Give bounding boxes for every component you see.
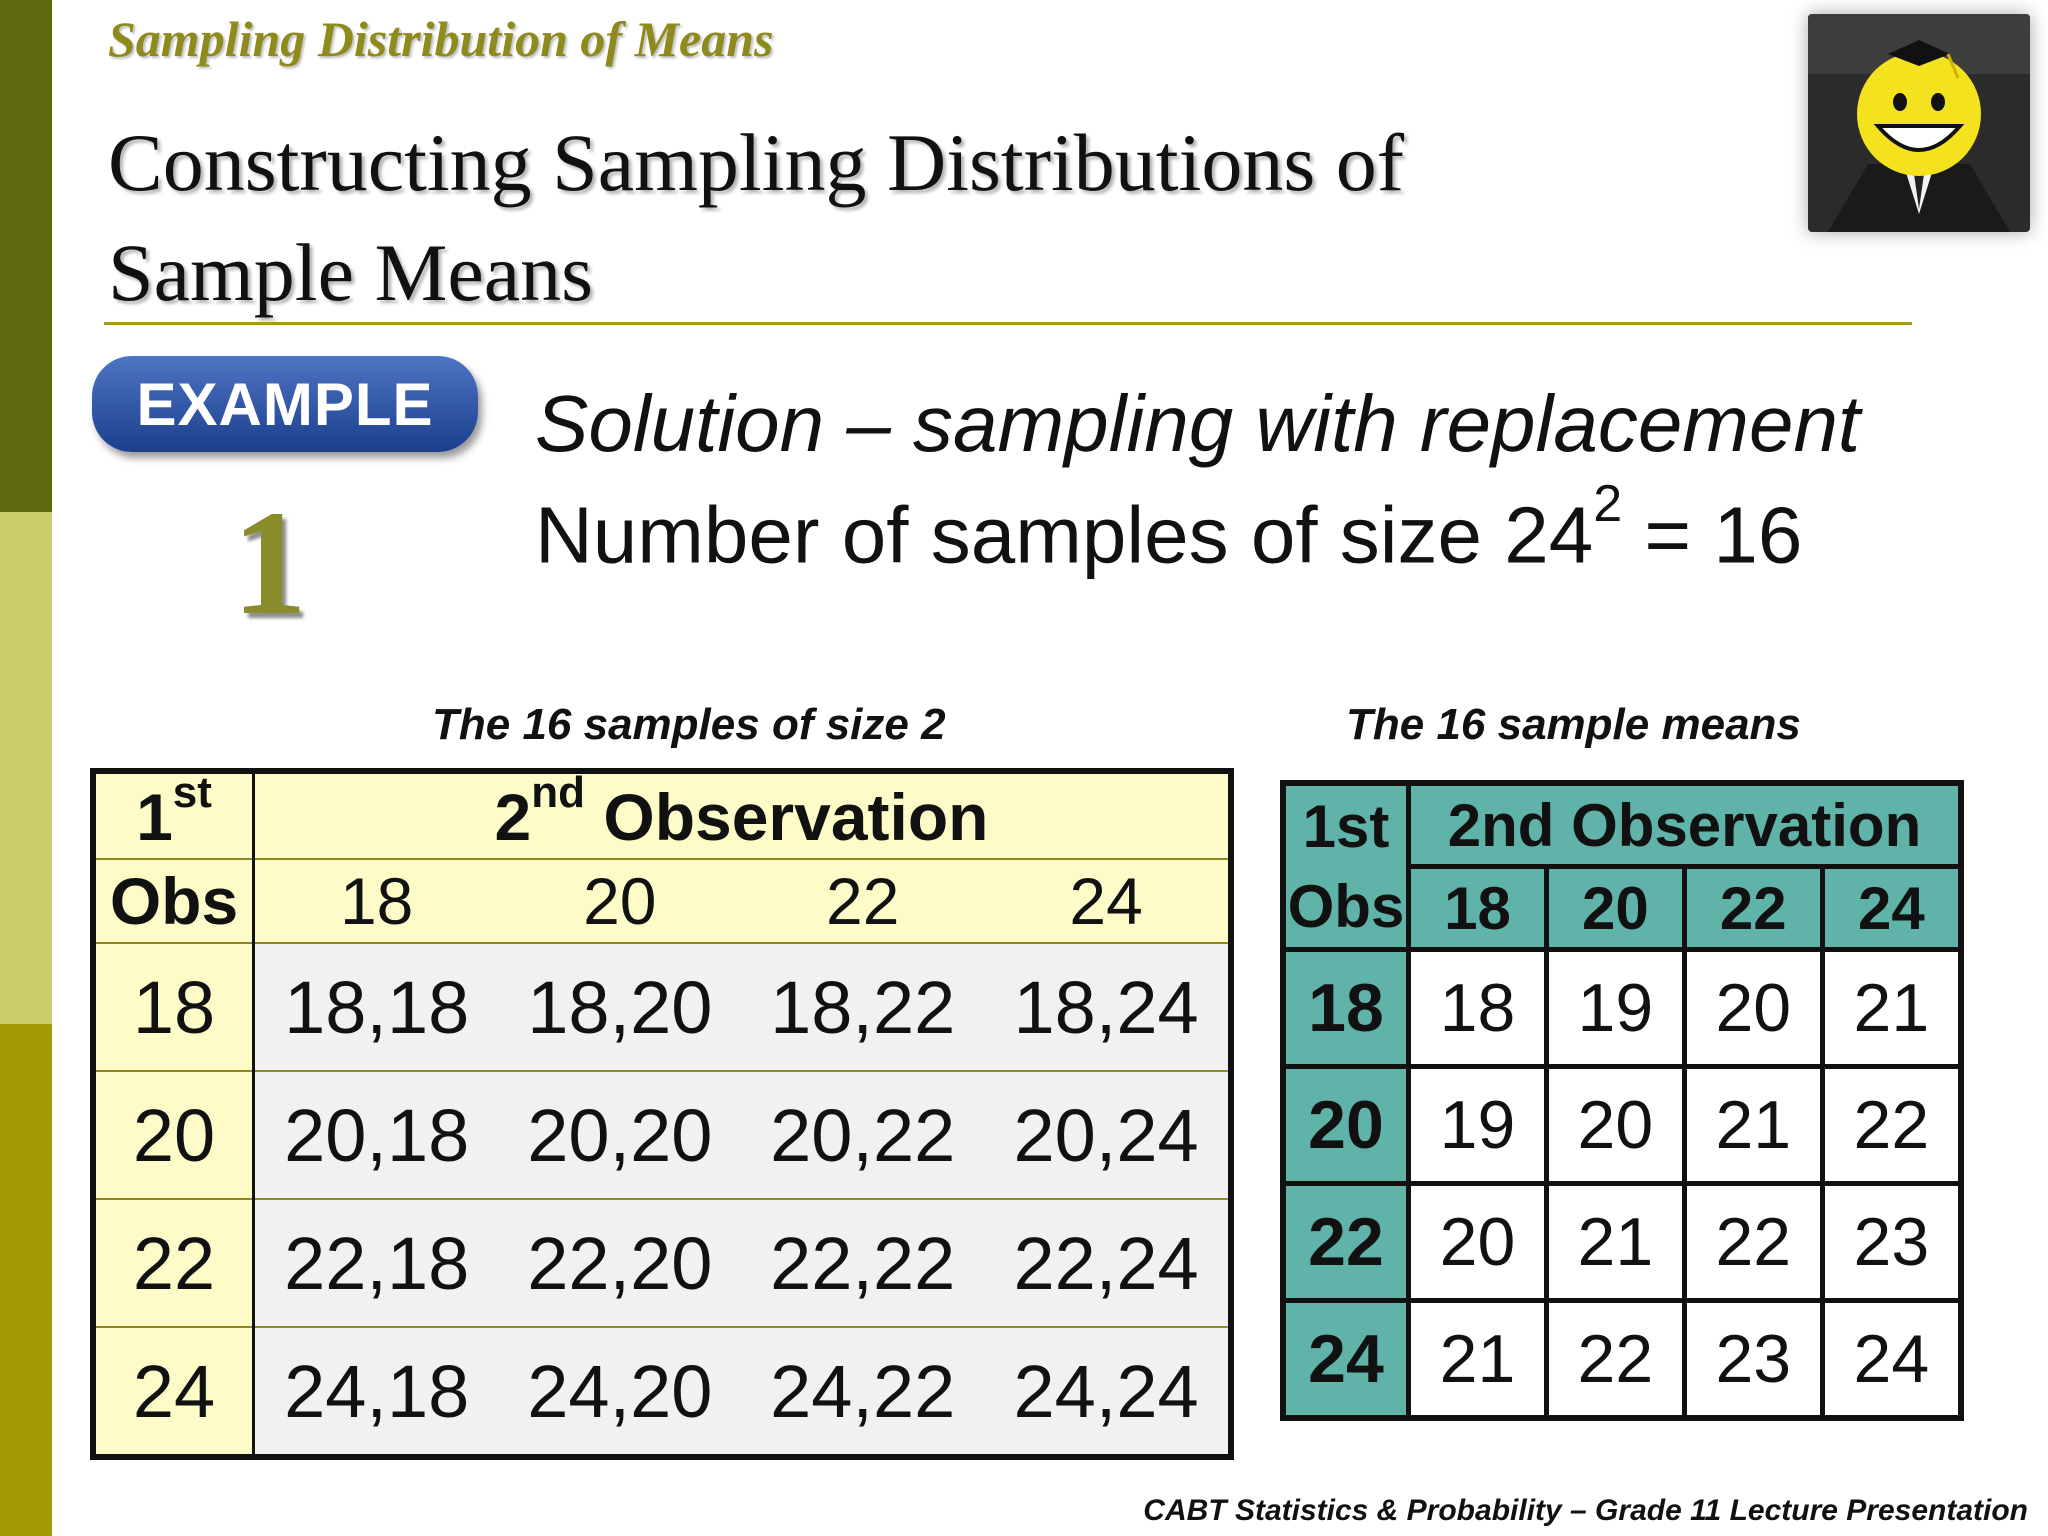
row-header: 18 [1280,947,1411,1069]
table-row: 24 24,18 24,20 24,22 24,24 [93,1326,1231,1457]
table-cell: 18 [1406,947,1549,1069]
slide-title: Constructing Sampling Distributions of S… [108,108,1608,328]
table-cell: 20,18 [253,1070,499,1199]
title-line-1: Constructing Sampling Distributions of [108,117,1405,208]
first-obs-header: 1st [1280,780,1411,867]
sample-count-line: Number of samples of size 242 = 16 [535,475,1803,582]
table-cell: 18,22 [741,942,985,1071]
table-cell: 22 [1543,1298,1687,1421]
table-cell: 24,20 [498,1326,742,1457]
row-header: 18 [93,942,255,1071]
side-bar-bottom [0,1024,52,1536]
table-cell: 22,24 [984,1198,1231,1327]
column-header: 22 [1681,864,1825,952]
row-header: 24 [93,1326,255,1457]
table-cell: 21 [1543,1181,1687,1303]
column-header: 18 [1406,864,1549,952]
row-header: 22 [93,1198,255,1327]
samples-table: 1st 2nd Observation Obs 18 20 22 24 18 1… [90,768,1234,1460]
right-table-caption: The 16 sample means [1346,700,1801,749]
table-cell: 23 [1681,1298,1825,1421]
table-cell: 21 [1681,1064,1825,1186]
column-header: 24 [1069,864,1143,938]
sample-count-result: = 16 [1644,490,1803,580]
means-table-subheader: Obs 18 20 22 24 [1280,864,1964,952]
column-header: 20 [583,864,657,938]
mascot-face-icon [1808,14,2030,232]
column-header: 24 [1819,864,1964,952]
side-bar-top [0,0,52,512]
table-cell: 20,20 [498,1070,742,1199]
first-obs-header: 1st [93,768,255,859]
sample-count-text: Number of samples of size 2 [535,490,1549,580]
table-cell: 23 [1819,1181,1964,1303]
row-header: 24 [1280,1298,1411,1421]
side-bar-middle [0,512,52,1024]
column-header: 18 [339,864,414,938]
table-row: 18 18,18 18,20 18,22 18,24 [93,942,1231,1071]
table-cell: 21 [1406,1298,1549,1421]
slide-footer: CABT Statistics & Probability – Grade 11… [1143,1494,2028,1527]
means-table-header: 1st 2nd Observation [1280,780,1964,869]
table-cell: 18,24 [984,942,1231,1071]
table-row: 22 20 21 22 23 [1280,1181,1964,1303]
obs-label: Obs [1280,866,1411,952]
second-obs-header: 2nd Observation [1406,780,1964,869]
samples-table-subheader: Obs 18 20 22 24 [93,859,1231,943]
slide-subtitle: Sampling Distribution of Means [108,11,774,67]
table-cell: 24,18 [253,1326,499,1457]
samples-table-header: 1st 2nd Observation [93,767,1231,859]
title-line-2: Sample Means [108,227,594,318]
table-cell: 19 [1406,1064,1549,1186]
table-cell: 19 [1543,947,1687,1069]
row-header: 20 [93,1070,255,1199]
column-header: 20 [1543,864,1687,952]
example-badge: EXAMPLE [92,356,478,452]
table-cell: 20 [1406,1181,1549,1303]
table-cell: 24,24 [984,1326,1231,1457]
table-cell: 20 [1681,947,1825,1069]
table-cell: 24,22 [741,1326,985,1457]
sample-count-exponent: 2 [1593,475,1623,533]
table-cell: 20,24 [984,1070,1231,1199]
table-cell: 22 [1819,1064,1964,1186]
table-cell: 22 [1681,1181,1825,1303]
row-header: 22 [1280,1181,1411,1303]
table-cell: 20 [1543,1064,1687,1186]
table-row: 20 19 20 21 22 [1280,1064,1964,1186]
table-row: 20 20,18 20,20 20,22 20,24 [93,1070,1231,1199]
table-row: 24 21 22 23 24 [1280,1298,1964,1421]
mascot-avatar-image [1808,14,2030,232]
solution-heading: Solution – sampling with replacement [535,379,1861,468]
title-divider [104,322,1912,325]
row-header: 20 [1280,1064,1411,1186]
sample-count-base: 4 [1548,490,1594,580]
obs-label: Obs [93,859,255,943]
table-row: 22 22,18 22,20 22,22 22,24 [93,1198,1231,1327]
table-cell: 22,20 [498,1198,742,1327]
table-cell: 22,18 [253,1198,499,1327]
example-number: 1 [232,480,307,646]
means-table: 1st 2nd Observation Obs 18 20 22 24 18 1… [1280,780,1964,1421]
table-cell: 18,18 [253,942,499,1071]
table-row: 18 18 19 20 21 [1280,947,1964,1069]
left-table-caption: The 16 samples of size 2 [432,700,946,749]
column-header: 22 [825,864,900,938]
table-cell: 18,20 [498,942,742,1071]
table-cell: 22,22 [741,1198,985,1327]
table-cell: 20,22 [741,1070,985,1199]
table-cell: 21 [1819,947,1964,1069]
table-cell: 24 [1819,1298,1964,1421]
second-obs-header: 2nd Observation [494,767,989,854]
